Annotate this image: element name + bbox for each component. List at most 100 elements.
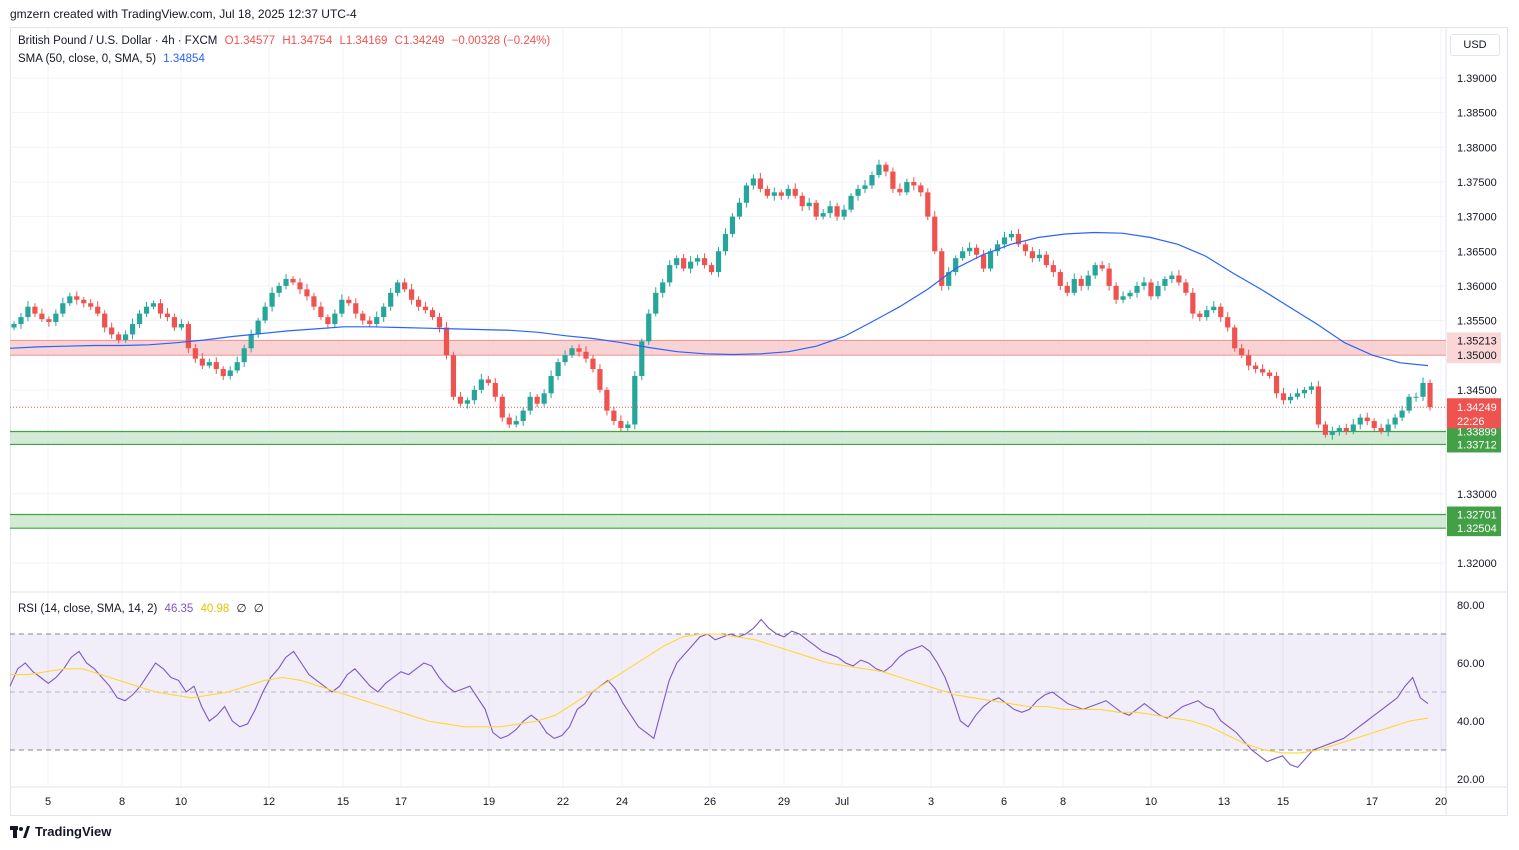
candle-body [297,282,303,290]
candle-body [778,192,784,196]
candle-body [1308,386,1315,390]
candle-body [813,202,819,217]
candle-body [701,258,708,266]
candle-body [1120,296,1126,300]
candle-body [1343,427,1349,432]
candle-body [1029,251,1036,259]
rsi-band-fill [10,634,1446,750]
candle-body [25,306,31,318]
candle-body [116,334,122,340]
tradingview-brand: TradingView [35,824,112,839]
candle-body [1253,365,1259,370]
rsi-y-tick-label: 60.00 [1457,658,1485,670]
candle-body [1315,386,1321,425]
candle-body [485,379,491,383]
candle-body [1162,278,1168,286]
zone-price-label: 1.33712 [1457,439,1497,451]
price-legend: British Pound / U.S. Dollar · 4h · FXCM … [18,35,554,47]
countdown-label: 22:26 [1457,416,1485,428]
x-tick-label: 29 [778,796,790,808]
candle-body [1239,348,1245,356]
x-tick-label: 10 [1145,796,1157,808]
candle-body [381,306,387,318]
resistance-zone [10,340,1446,356]
candle-body [897,188,903,193]
candle-body [618,421,624,428]
candle-body [464,400,470,404]
candle-body [994,244,1001,252]
candle-body [1364,417,1370,422]
last-price-tag [1447,398,1501,429]
candle-body [653,292,659,314]
candle-body [1406,396,1412,411]
candle-body [388,292,394,307]
candle-body [918,185,924,193]
candle-body [1427,382,1433,408]
candle-body [436,317,443,328]
candle-body [1329,431,1335,435]
candle-body [1371,421,1377,428]
candle-body [262,306,268,321]
candle-body [18,317,24,325]
candle-body [785,188,791,196]
candle-body [1197,313,1203,318]
candle-body [353,303,359,314]
support-zone [10,514,1446,529]
candle-body [834,206,840,217]
tradingview-logo[interactable]: TradingView [10,824,111,839]
candle-body [1001,237,1008,245]
candle-body [1190,292,1196,314]
candle-body [722,233,729,252]
candle-body [11,324,17,328]
rsi-value: 46.35 [164,603,194,615]
zone-price-tag [1447,436,1501,453]
candle-body [604,389,610,411]
candle-body [799,195,805,207]
x-tick-label: 5 [45,796,51,808]
candle-body [1134,285,1140,293]
legend-open: 1.34577 [233,35,276,47]
candle-body [1141,282,1147,286]
candle-body [199,358,205,366]
candle-body [841,209,847,217]
candle-body [332,313,338,325]
candle-body [39,313,45,320]
x-tick-label: 19 [483,796,495,808]
candle-body [339,299,345,314]
candle-body [408,289,415,300]
candle-body [667,265,673,283]
candle-body [848,195,854,210]
rsi-line [9,618,1429,769]
candle-body [736,202,743,217]
candle-body [1155,285,1161,297]
candle-body [1022,244,1029,252]
legend-high-label: H [282,35,291,47]
candle-body [632,375,638,425]
candle-body [1106,268,1112,286]
candle-body [1357,417,1363,425]
y-tick-label: 1.38500 [1457,108,1497,120]
candle-body [967,247,973,252]
candle-body [206,362,212,366]
candle-body [1036,254,1042,259]
y-tick-label: 1.32000 [1457,558,1497,570]
candle-body [325,317,331,325]
y-tick-label: 1.34500 [1457,385,1497,397]
candle-body [109,327,115,335]
candle-body [569,348,575,356]
zone-price-label: 1.32504 [1457,523,1497,535]
rsi-y-tick-label: 20.00 [1457,774,1485,786]
candle-body [1280,393,1287,401]
candle-body [1378,427,1384,432]
candle-body [53,313,59,322]
currency-button[interactable]: USD [1450,34,1500,56]
candle-body [269,292,275,307]
rsi-y-tick-label: 80.00 [1457,600,1485,612]
candle-body [367,320,373,325]
candle-body [757,178,763,189]
candle-body [715,251,722,273]
last-price-label: 1.34249 [1457,402,1497,414]
candle-body [1127,292,1133,297]
candle-body [255,320,261,335]
